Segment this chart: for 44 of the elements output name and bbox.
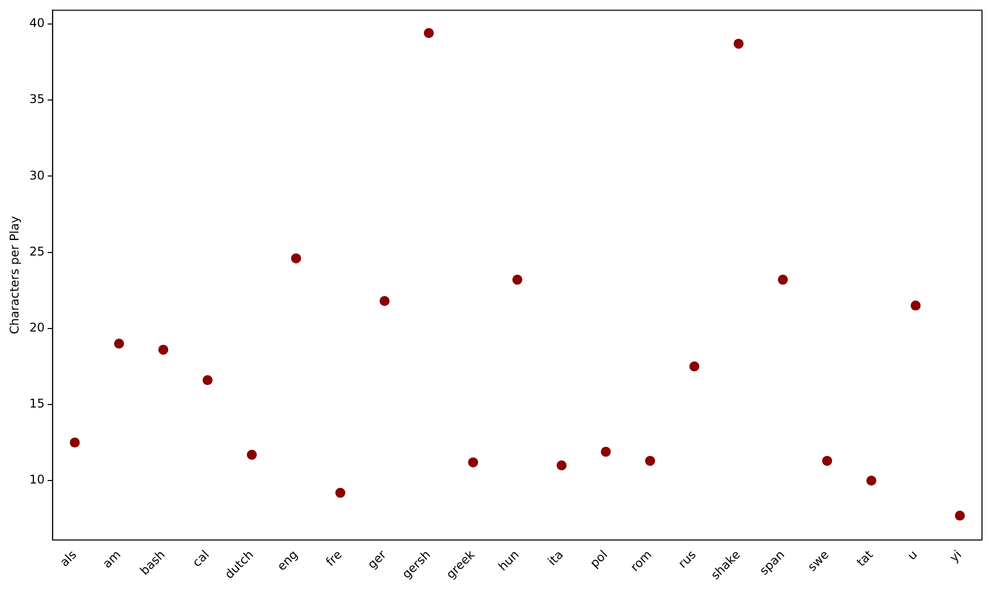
point <box>468 457 478 468</box>
x-tick-label: tat <box>854 547 876 570</box>
x-tick-label: rus <box>675 548 699 571</box>
point <box>645 456 656 466</box>
point <box>70 438 80 448</box>
y-tick-label: 30 <box>29 168 45 182</box>
point <box>866 476 876 486</box>
x-tick-label: hun <box>496 548 522 574</box>
point <box>114 338 124 349</box>
y-tick-label: 20 <box>29 320 45 334</box>
x-tick-label: yi <box>946 548 964 565</box>
x-tick-label: ita <box>545 548 566 568</box>
point <box>246 450 257 460</box>
point <box>556 460 567 470</box>
point <box>910 300 921 311</box>
point <box>822 456 832 466</box>
point <box>600 446 611 457</box>
point <box>954 510 965 521</box>
point <box>158 344 168 355</box>
x-tick-label: ger <box>364 547 389 572</box>
x-tick-label: cal <box>190 548 212 570</box>
y-tick-label: 15 <box>29 396 45 411</box>
point <box>335 488 346 498</box>
y-tick-label: 25 <box>29 244 45 258</box>
x-tick-label: swe <box>804 548 832 574</box>
point <box>202 375 213 386</box>
y-axis-title: Characters per Play <box>7 216 22 334</box>
x-tick-label: am <box>100 548 124 571</box>
point <box>291 253 302 264</box>
point <box>380 296 390 306</box>
x-tick-label: u <box>904 548 920 563</box>
x-tick-label: fre <box>323 548 345 569</box>
y-tick-label: 10 <box>29 472 45 487</box>
x-tick-label: als <box>57 548 80 570</box>
point <box>424 28 434 38</box>
point <box>689 361 700 372</box>
y-tick-label: 35 <box>29 92 45 106</box>
point <box>512 274 522 285</box>
x-tick-label: eng <box>274 548 300 574</box>
y-tick-label: 40 <box>29 16 45 30</box>
point <box>778 274 788 285</box>
x-tick-label: rom <box>628 548 654 574</box>
point <box>734 38 744 49</box>
x-tick-label: pol <box>587 548 610 570</box>
